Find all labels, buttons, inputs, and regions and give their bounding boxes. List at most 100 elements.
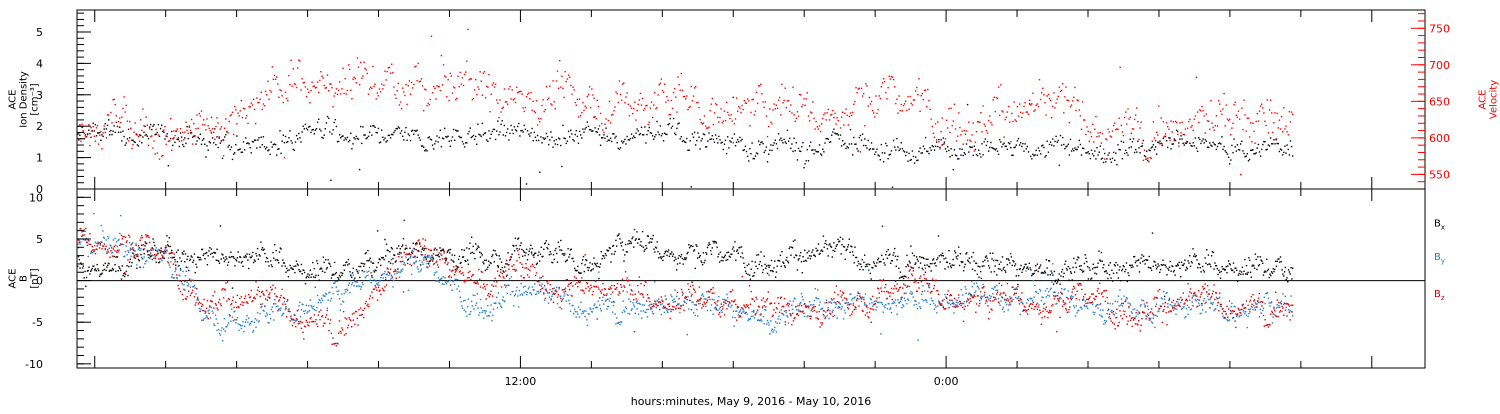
- by-series-point: [127, 250, 128, 251]
- velocity-series-point: [1104, 158, 1105, 159]
- by-series-point: [657, 301, 658, 302]
- density-series-point: [184, 137, 185, 138]
- by-series-point: [204, 313, 205, 314]
- bx-series-point: [610, 248, 611, 249]
- bx-series-point: [733, 246, 734, 247]
- by-series-point: [1000, 300, 1001, 301]
- bx-series-point: [896, 266, 897, 267]
- velocity-series-point: [956, 140, 957, 141]
- by-series-point: [174, 277, 175, 278]
- velocity-series-point: [238, 115, 239, 116]
- by-series-point: [908, 300, 909, 301]
- density-series-point: [418, 134, 419, 135]
- velocity-series-point: [79, 124, 80, 125]
- velocity-series-point: [949, 132, 950, 133]
- bx-series-point: [1113, 273, 1114, 274]
- density-series-point: [620, 147, 621, 148]
- velocity-series-point: [80, 141, 81, 142]
- density-series-point: [368, 136, 369, 137]
- velocity-series-point: [761, 93, 762, 94]
- density-series-point: [148, 138, 149, 139]
- density-series-point: [266, 147, 267, 148]
- density-series-point: [1103, 162, 1104, 163]
- density-series-point: [382, 137, 383, 138]
- bx-series-point: [846, 249, 847, 250]
- bx-series-point: [209, 247, 210, 248]
- bx-series-point: [700, 255, 701, 256]
- by-series-point: [90, 253, 91, 254]
- by-series-point: [642, 304, 643, 305]
- density-series-point: [1257, 147, 1258, 148]
- density-series-point: [470, 127, 471, 128]
- density-series-point: [387, 140, 388, 141]
- bx-series-point: [606, 255, 607, 256]
- velocity-series-point: [408, 85, 409, 86]
- density-series-point: [1142, 145, 1143, 146]
- bx-series-point: [96, 270, 97, 271]
- by-series-point: [289, 308, 290, 309]
- velocity-series-point: [1201, 106, 1202, 107]
- bx-series-point: [573, 261, 574, 262]
- velocity-series-point: [801, 106, 802, 107]
- velocity-series-point: [1118, 118, 1119, 119]
- bx-series-point: [259, 254, 260, 255]
- velocity-series-point: [1036, 105, 1037, 106]
- velocity-series-point: [214, 139, 215, 140]
- velocity-series-point: [159, 158, 160, 159]
- density-series-point: [206, 145, 207, 146]
- bx-series-point: [1168, 269, 1169, 270]
- by-series-point: [128, 252, 129, 253]
- velocity-series-point: [1232, 123, 1233, 124]
- velocity-series-point: [1089, 141, 1090, 142]
- by-series-point: [670, 294, 671, 295]
- velocity-series-point: [812, 101, 813, 102]
- bx-series-point: [1050, 270, 1051, 271]
- velocity-series-point: [409, 80, 410, 81]
- bx-series-point: [88, 267, 89, 268]
- by-series-point: [920, 308, 921, 309]
- bx-series-point: [907, 264, 908, 265]
- by-series-point: [589, 307, 590, 308]
- density-series-point: [621, 141, 622, 142]
- density-series-point: [1217, 146, 1218, 147]
- density-series-point: [129, 137, 130, 138]
- by-series-point: [141, 257, 142, 258]
- bx-series-point: [1143, 256, 1144, 257]
- velocity-series-point: [1238, 111, 1239, 112]
- bx-series-point: [360, 266, 361, 267]
- by-series-point: [520, 294, 521, 295]
- density-series-point: [514, 126, 515, 127]
- velocity-series-point: [1109, 131, 1110, 132]
- by-series-point: [575, 311, 576, 312]
- velocity-series-point: [1250, 122, 1251, 123]
- bx-series-point: [731, 254, 732, 255]
- bx-series-point: [683, 263, 684, 264]
- bx-series-point: [427, 256, 428, 257]
- density-series-point: [259, 147, 260, 148]
- density-series-point: [269, 154, 270, 155]
- by-series-point: [840, 303, 841, 304]
- by-series-point: [177, 277, 178, 278]
- bx-series-point: [295, 265, 296, 266]
- density-series-point: [485, 132, 486, 133]
- velocity-series-point: [1160, 117, 1161, 118]
- density-series-point: [1086, 152, 1087, 153]
- bx-series-point: [577, 266, 578, 267]
- density-series-point: [1015, 146, 1016, 147]
- bx-series-point: [1207, 264, 1208, 265]
- by-series-point: [477, 293, 478, 294]
- density-series-point: [1042, 145, 1043, 146]
- bx-series-point: [1193, 255, 1194, 256]
- velocity-series-point: [551, 104, 552, 105]
- velocity-series-point: [967, 140, 968, 141]
- density-series-point: [299, 137, 300, 138]
- bx-series-point: [188, 270, 189, 271]
- density-series-point: [142, 136, 143, 137]
- by-series-point: [722, 299, 723, 300]
- density-series-point: [662, 133, 663, 134]
- bx-series-point: [518, 238, 519, 239]
- bx-series-point: [336, 280, 337, 281]
- density-series-point: [309, 126, 310, 127]
- bx-series-point: [1216, 265, 1217, 266]
- velocity-series-point: [1226, 104, 1227, 105]
